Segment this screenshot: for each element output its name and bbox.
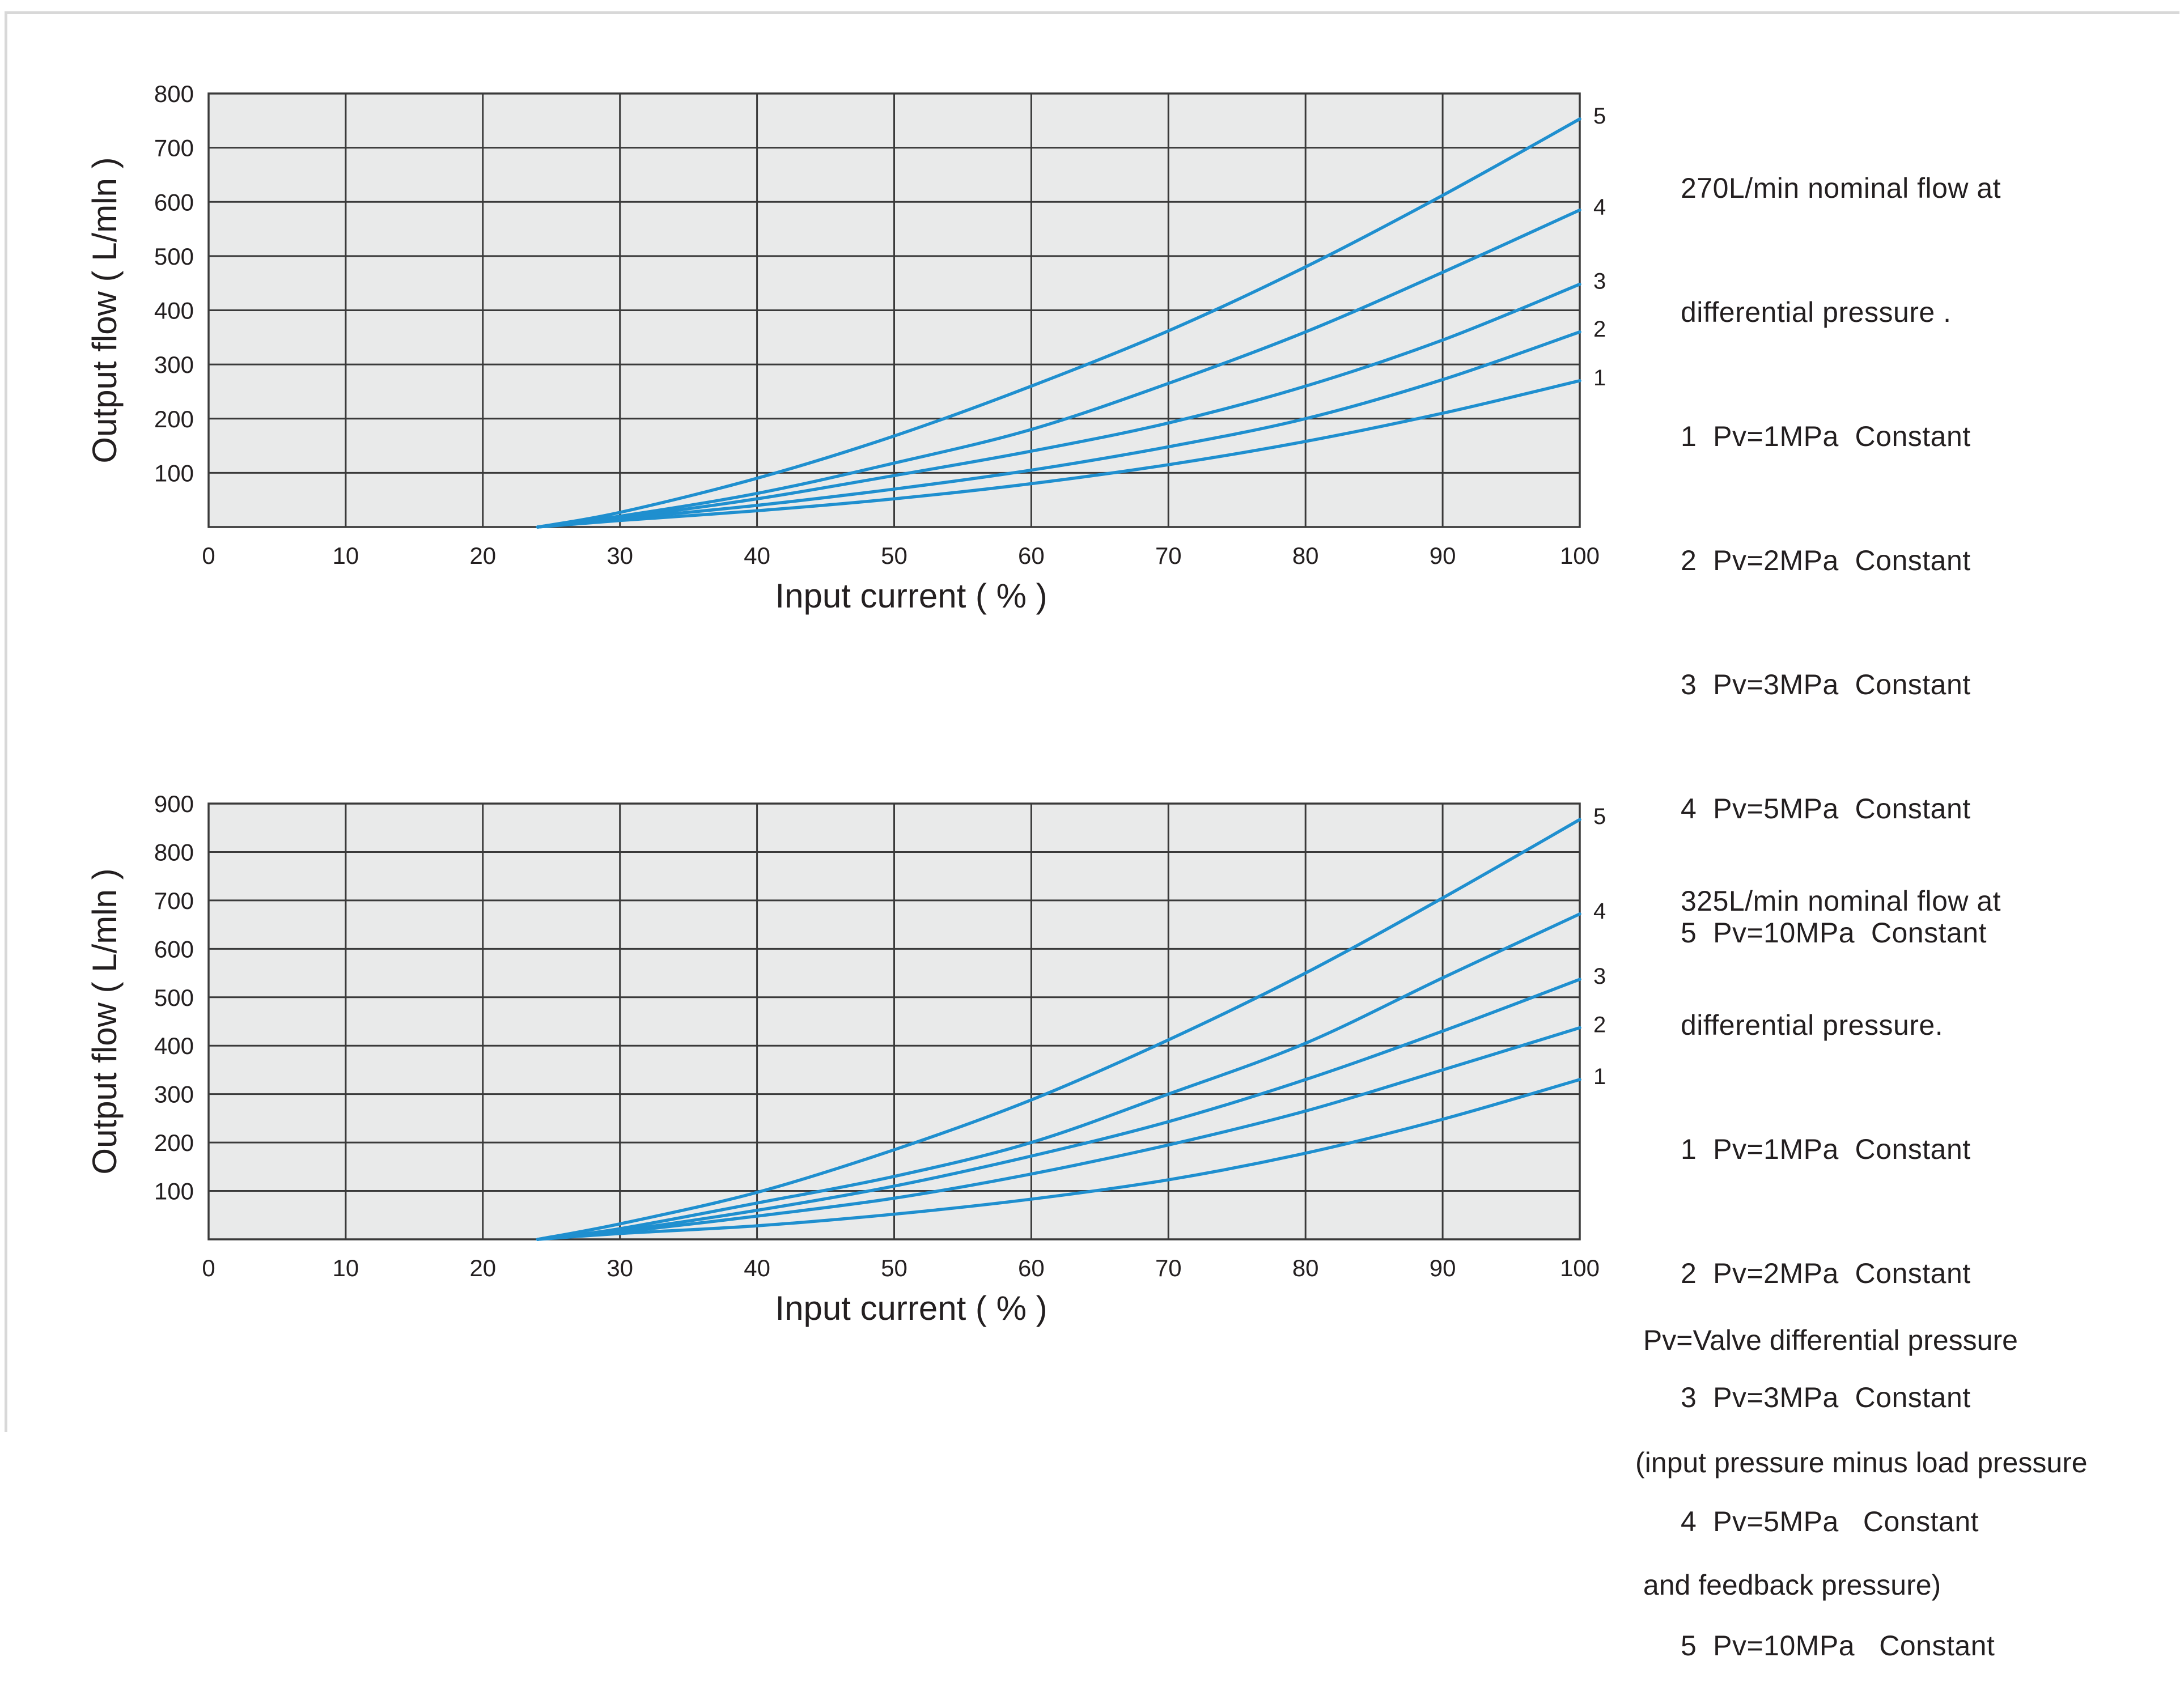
legend-line: 2 Pv=2MPa Constant	[1681, 545, 1971, 576]
curve-label-1: 1	[1593, 1064, 1606, 1089]
legend-line: 3 Pv=3MPa Constant	[1681, 669, 1971, 700]
flow-curve-3	[536, 282, 1581, 529]
pv-definition-note: Pv=Valve differential pressure (input pr…	[1635, 1238, 2088, 1646]
x-tick-label: 50	[881, 1255, 907, 1281]
legend-line: 4 Pv=5MPa Constant	[1681, 793, 1971, 825]
curve-label-2: 2	[1593, 317, 1606, 342]
x-tick-label: 20	[469, 1255, 496, 1281]
x-tick-label: 90	[1430, 1255, 1456, 1281]
curve-label-5: 5	[1593, 104, 1606, 129]
x-tick-label: 0	[202, 542, 215, 569]
legend-line: 325L/min nominal flow at	[1681, 885, 2001, 917]
curve-label-3: 3	[1593, 269, 1606, 294]
note-line: (input pressure minus load pressure	[1635, 1447, 2088, 1478]
x-tick-label: 60	[1018, 542, 1045, 569]
note-line: Pv=Valve differential pressure	[1635, 1324, 2018, 1356]
x-tick-label: 10	[333, 542, 359, 569]
flow-curve-4	[536, 208, 1581, 529]
y-tick-label: 400	[154, 1033, 194, 1059]
flow-curve-1	[536, 379, 1581, 529]
x-tick-label: 30	[607, 542, 633, 569]
legend-line: 2 Pv=2MPa Constant	[1681, 1257, 1971, 1289]
x-tick-label: 40	[744, 542, 770, 569]
flow-curve-5	[536, 117, 1581, 529]
plot-border	[207, 802, 1581, 1240]
x-tick-label: 80	[1292, 1255, 1319, 1281]
x-tick-label: 80	[1292, 542, 1319, 569]
x-tick-label: 60	[1018, 1255, 1045, 1281]
y-tick-label: 200	[154, 406, 194, 432]
plot-border	[207, 92, 1581, 528]
y-tick-label: 700	[154, 887, 194, 914]
y-tick-label: 900	[154, 791, 194, 817]
y-tick-label: 800	[154, 839, 194, 865]
curve-label-2: 2	[1593, 1013, 1606, 1038]
x-tick-label: 10	[333, 1255, 359, 1281]
x-tick-label: 70	[1155, 1255, 1182, 1281]
y-axis-title: Output flow ( L/mln )	[86, 157, 124, 463]
x-tick-label: 20	[469, 542, 496, 569]
y-axis-title: Output flow ( L/mln )	[86, 868, 124, 1174]
y-tick-label: 600	[154, 189, 194, 215]
flow-curve-4	[536, 912, 1581, 1241]
legend-line: differential pressure.	[1681, 1009, 1944, 1041]
y-tick-label: 500	[154, 243, 194, 270]
flow-curve-3	[536, 978, 1581, 1241]
x-tick-label: 100	[1560, 1255, 1600, 1281]
legend-line: 5 Pv=10MPa Constant	[1681, 917, 1987, 949]
x-tick-label: 0	[202, 1255, 215, 1281]
legend-line: 3 Pv=3MPa Constant	[1681, 1382, 1971, 1413]
y-tick-label: 300	[154, 351, 194, 378]
charts-canvas: 0 10 20 30 40 50 60 70 80 90 100100200300400500600…	[86, 80, 1606, 1327]
y-tick-label: 200	[154, 1129, 194, 1156]
chart-frame	[5, 11, 2179, 1432]
x-tick-label: 50	[881, 542, 907, 569]
x-tick-label: 90	[1430, 542, 1456, 569]
legend-line: differential pressure .	[1681, 296, 1952, 328]
legend-line: 270L/min nominal flow at	[1681, 172, 2001, 204]
legend-line: 1 Pv=1MPa Constant	[1681, 420, 1971, 452]
y-tick-label: 400	[154, 298, 194, 324]
y-tick-label: 100	[154, 460, 194, 486]
x-tick-label: 30	[607, 1255, 633, 1281]
curve-label-3: 3	[1593, 964, 1606, 989]
chart-1: 0 10 20 30 40 50 60 70 80 90 100 100 200 300 400 500 600…	[86, 80, 1606, 615]
y-tick-label: 100	[154, 1178, 194, 1205]
x-tick-label: 100	[1560, 542, 1600, 569]
flow-curve-1	[536, 1078, 1581, 1241]
x-tick-label: 70	[1155, 542, 1182, 569]
flow-curve-2	[536, 330, 1581, 529]
y-tick-label: 800	[154, 80, 194, 107]
y-tick-label: 300	[154, 1081, 194, 1108]
curve-label-4: 4	[1593, 899, 1606, 924]
x-axis-title: Input current ( % )	[775, 1289, 1047, 1327]
chart-2: 0 10 20 30 40 50 60 70 80 90 100 100 200 300 400 500 600…	[86, 791, 1606, 1327]
y-tick-label: 700	[154, 135, 194, 162]
curve-label-5: 5	[1593, 804, 1606, 829]
curve-label-4: 4	[1593, 195, 1606, 220]
y-tick-label: 600	[154, 936, 194, 962]
y-tick-label: 500	[154, 984, 194, 1011]
x-axis-title: Input current ( % )	[775, 577, 1047, 615]
note-line: and feedback pressure)	[1635, 1569, 1941, 1601]
curve-label-1: 1	[1593, 366, 1606, 390]
flow-curve-5	[536, 818, 1581, 1241]
flow-curve-2	[536, 1026, 1581, 1241]
x-tick-label: 40	[744, 1255, 770, 1281]
legend-chart-1: 270L/min nominal flow at differential pr…	[1681, 85, 2001, 995]
legend-line: 1 Pv=1MPa Constant	[1681, 1133, 1971, 1165]
